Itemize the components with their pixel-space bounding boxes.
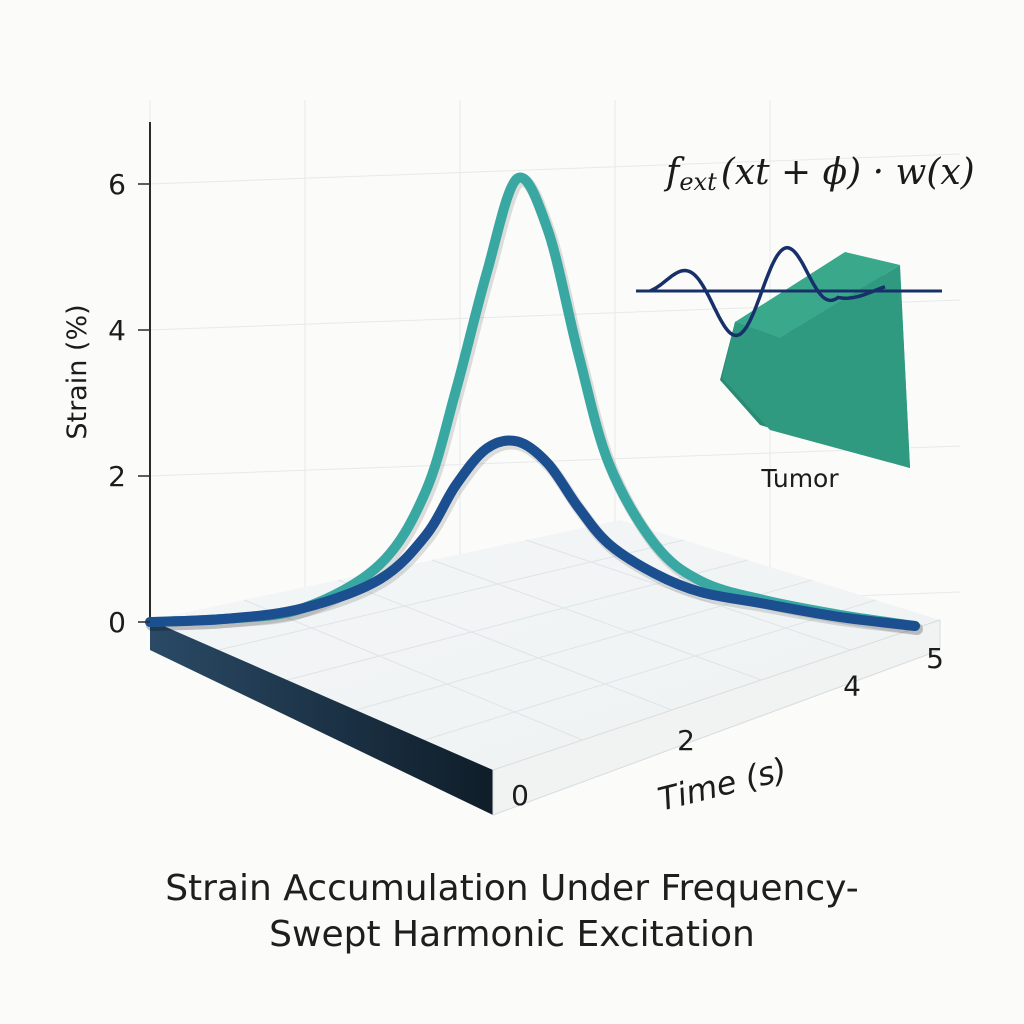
chart-title-line-2: Swept Harmonic Excitation bbox=[269, 914, 755, 955]
x-tick-label: 2 bbox=[677, 724, 695, 757]
formula-subscript: ext bbox=[679, 168, 717, 196]
base-slab-side bbox=[492, 619, 941, 816]
tumor-top-face bbox=[735, 252, 900, 338]
wall-grid-hline bbox=[149, 445, 961, 477]
floor-grid-line bbox=[525, 539, 851, 651]
y-tick-label: 6 bbox=[108, 168, 126, 201]
x-tick-label: 4 bbox=[843, 669, 861, 702]
floor-grid-line bbox=[337, 579, 672, 711]
chart-title: Strain Accumulation Under Frequency- Swe… bbox=[0, 866, 1024, 958]
x-tick-label: 0 bbox=[511, 779, 529, 812]
floor-plane bbox=[150, 520, 940, 770]
y-tick-label: 2 bbox=[108, 460, 126, 493]
floor-grid-line bbox=[424, 599, 877, 741]
base-slab-front bbox=[150, 620, 493, 815]
harmonic-wave bbox=[649, 245, 886, 338]
y-tick-label: 4 bbox=[108, 314, 126, 347]
floor-grid-line bbox=[243, 599, 583, 741]
y-tick-label: 0 bbox=[108, 606, 126, 639]
x-tick-label: 5 bbox=[926, 642, 944, 675]
y-axis-title: Strain (%) bbox=[62, 304, 93, 439]
series-layer bbox=[145, 172, 923, 635]
formula-rest: (xt + ϕ) · w(x) bbox=[721, 152, 975, 193]
tumor-label: Tumor bbox=[760, 464, 839, 493]
x-tick-labels: 0 2 4 5 bbox=[511, 642, 944, 812]
series-1-line bbox=[145, 172, 920, 631]
tumor-front-face bbox=[722, 265, 910, 468]
y-tick-labels: 0 2 4 6 bbox=[108, 168, 150, 639]
series-2-line bbox=[145, 435, 920, 631]
formula-annotation: fext (xt + ϕ) · w(x) bbox=[663, 152, 975, 196]
floor-grid-line bbox=[431, 559, 762, 681]
tumor-illustration bbox=[720, 252, 910, 468]
x-axis-title: Time (s) bbox=[654, 750, 790, 819]
floor-grid-line bbox=[218, 539, 685, 651]
wall-grid-hline bbox=[149, 153, 961, 185]
chart-title-line-1: Strain Accumulation Under Frequency- bbox=[165, 868, 859, 909]
